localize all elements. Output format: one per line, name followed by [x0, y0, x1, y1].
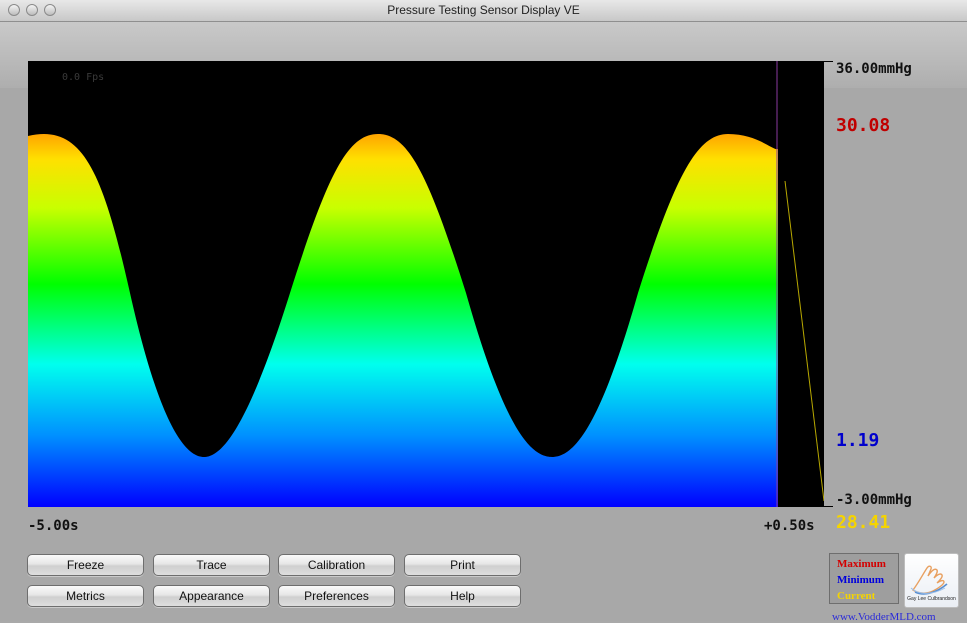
window-controls: [8, 4, 56, 16]
legend-maximum: Maximum: [837, 558, 886, 570]
y-min-tick: [824, 506, 833, 507]
y-min-label: -3.00mmHg: [836, 492, 912, 508]
website-link[interactable]: www.VodderMLD.com: [832, 611, 936, 623]
pressure-plot: 0.0 Fps: [28, 61, 824, 507]
hand-icon: [910, 565, 948, 595]
trace-line: [784, 180, 824, 502]
trace-button[interactable]: Trace: [153, 554, 270, 576]
legend-minimum: Minimum: [837, 574, 885, 586]
brand-logo[interactable]: Gay Lee Culbrandson: [904, 553, 959, 608]
logo-caption: Gay Lee Culbrandson: [907, 596, 956, 602]
maximum-value: 30.08: [836, 115, 891, 136]
pressure-waveform: [28, 61, 824, 507]
print-button[interactable]: Print: [404, 554, 521, 576]
current-value: 28.41: [836, 512, 891, 533]
x-start-label: -5.00s: [28, 518, 79, 534]
waveform-area: [28, 133, 778, 507]
preferences-button[interactable]: Preferences: [278, 585, 395, 607]
help-button[interactable]: Help: [404, 585, 521, 607]
fps-label: 0.0 Fps: [62, 72, 105, 83]
zoom-window-button[interactable]: [44, 4, 56, 16]
readings-legend: Maximum Minimum Current: [829, 553, 899, 604]
x-end-label: +0.50s: [764, 518, 815, 534]
minimum-value: 1.19: [836, 430, 880, 451]
y-max-label: 36.00mmHg: [836, 61, 912, 77]
metrics-button[interactable]: Metrics: [27, 585, 144, 607]
y-max-tick: [824, 61, 833, 62]
minimize-window-button[interactable]: [26, 4, 38, 16]
close-window-button[interactable]: [8, 4, 20, 16]
title-bar: Pressure Testing Sensor Display VE: [0, 0, 967, 22]
appearance-button[interactable]: Appearance: [153, 585, 270, 607]
freeze-button[interactable]: Freeze: [27, 554, 144, 576]
legend-current: Current: [837, 590, 876, 602]
calibration-button[interactable]: Calibration: [278, 554, 395, 576]
window-title: Pressure Testing Sensor Display VE: [387, 3, 580, 17]
